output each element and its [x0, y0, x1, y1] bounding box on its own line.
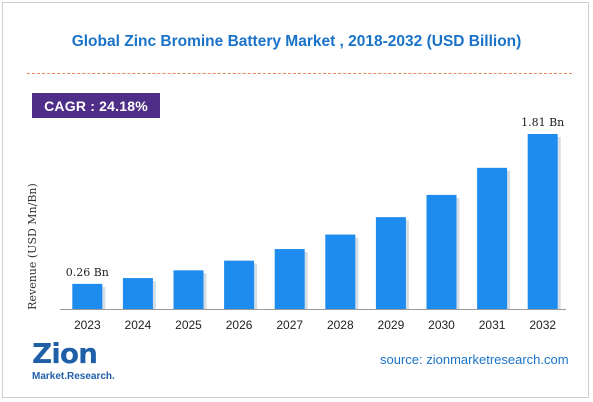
bar-2027: [274, 249, 305, 309]
cagr-badge: CAGR : 24.18%: [32, 93, 160, 118]
source-text: source: zionmarketresearch.com: [380, 352, 569, 367]
chart-title: Global Zinc Bromine Battery Market , 201…: [71, 33, 522, 50]
logo-main-text: Zion: [32, 337, 98, 370]
bar-2026: [224, 260, 255, 309]
bar-2028: [325, 234, 356, 309]
x-tick-label: 2023: [74, 318, 101, 332]
bar-2029: [375, 217, 406, 309]
bar-2031: [477, 167, 508, 309]
y-axis-label: Revenue (USD Mn/Bn): [26, 183, 39, 310]
title-divider: [27, 73, 572, 74]
x-tick-label: 2032: [529, 318, 556, 332]
x-tick-label: 2024: [125, 318, 152, 332]
x-tick-label: 2028: [327, 318, 354, 332]
x-tick-label: 2025: [175, 318, 202, 332]
x-tick-label: 2027: [276, 318, 303, 332]
bar-2032: [527, 134, 558, 309]
x-tick-label: 2029: [378, 318, 405, 332]
bar-2025: [173, 270, 204, 309]
x-tick-label: 2031: [479, 318, 506, 332]
zion-logo: Zion Market.Research.: [32, 337, 132, 393]
bar-2030: [426, 194, 457, 309]
data-label: 1.81 Bn: [521, 116, 564, 129]
data-label: 0.26 Bn: [66, 266, 109, 279]
logo-sub-text: Market.Research.: [32, 371, 115, 382]
x-tick-label: 2026: [226, 318, 253, 332]
bar-2024: [122, 278, 153, 309]
x-tick-label: 2030: [428, 318, 455, 332]
bar-2023: [72, 283, 103, 309]
